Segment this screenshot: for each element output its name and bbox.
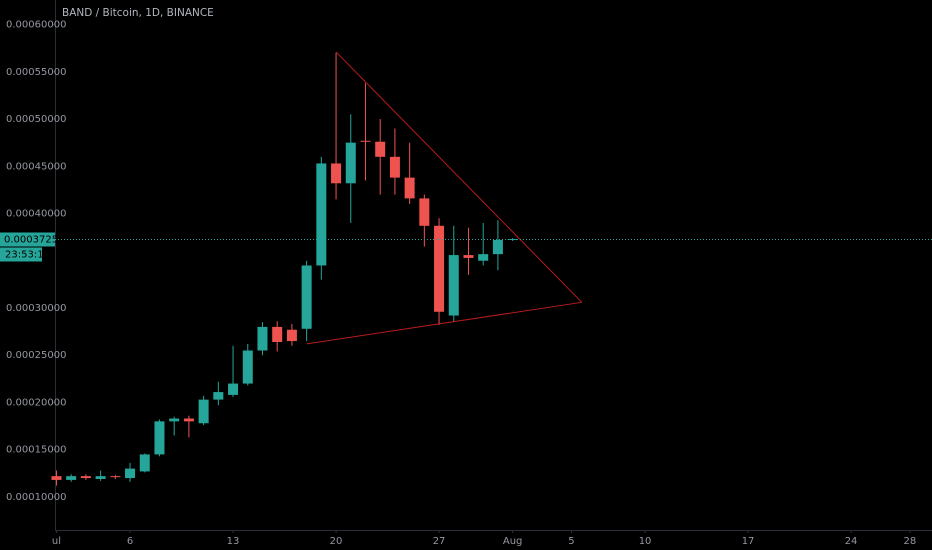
countdown: 23:53:10 bbox=[5, 249, 50, 260]
trendline bbox=[335, 51, 583, 303]
candle-body bbox=[228, 383, 239, 395]
y-tick-label: 0.00040000 bbox=[6, 209, 66, 220]
candle-body bbox=[389, 156, 400, 178]
x-tick-label: 28 bbox=[904, 536, 917, 547]
y-tick-label: 0.00025000 bbox=[6, 350, 66, 361]
x-tick-label: 5 bbox=[568, 536, 574, 547]
candle-body bbox=[183, 418, 194, 422]
candle-body bbox=[198, 399, 209, 424]
candle-body bbox=[434, 225, 445, 312]
y-tick-label: 0.00015000 bbox=[6, 445, 66, 456]
y-tick-label: 0.00045000 bbox=[6, 161, 66, 172]
candle-body bbox=[492, 239, 503, 255]
candle-body bbox=[316, 163, 327, 266]
candle-body bbox=[95, 476, 106, 479]
x-tick-label: 17 bbox=[742, 536, 755, 547]
candle-body bbox=[345, 142, 356, 184]
candle-body bbox=[463, 255, 474, 258]
candle-body bbox=[257, 326, 268, 351]
candle-body bbox=[404, 177, 415, 199]
candle-body bbox=[419, 198, 430, 226]
y-tick-label: 0.00050000 bbox=[6, 114, 66, 125]
candle-body bbox=[286, 329, 297, 342]
candle-body bbox=[507, 239, 518, 241]
candle-body bbox=[360, 140, 371, 142]
candle-body bbox=[139, 454, 150, 472]
x-tick-label: Aug bbox=[503, 536, 523, 547]
candle-body bbox=[331, 163, 342, 184]
candle-body bbox=[154, 421, 165, 455]
chart-title: BAND / Bitcoin, 1D, BINANCE bbox=[62, 7, 214, 19]
x-tick-label: 24 bbox=[845, 536, 858, 547]
y-tick-label: 0.00060000 bbox=[6, 20, 66, 31]
y-tick-label: 0.00020000 bbox=[6, 397, 66, 408]
candle-body bbox=[51, 476, 62, 480]
y-tick-label: 0.00030000 bbox=[6, 303, 66, 314]
y-tick-label: 0.00010000 bbox=[6, 492, 66, 503]
countdown-box bbox=[0, 247, 42, 262]
candle-body bbox=[110, 476, 121, 478]
y-tick-label: 0.00055000 bbox=[6, 67, 66, 78]
candle-body bbox=[125, 468, 136, 479]
candle-body bbox=[448, 255, 459, 316]
x-tick-label: 27 bbox=[433, 536, 446, 547]
candle-body bbox=[375, 141, 386, 157]
price-label-box bbox=[0, 232, 55, 247]
candle-body bbox=[478, 254, 489, 261]
x-tick-label: ul bbox=[52, 536, 61, 547]
x-tick-label: 6 bbox=[127, 536, 133, 547]
trendline bbox=[306, 301, 582, 345]
candle-body bbox=[242, 350, 253, 384]
x-tick-label: 20 bbox=[330, 536, 343, 547]
candle-body bbox=[66, 476, 77, 480]
candle-body bbox=[169, 418, 180, 422]
x-tick-label: 10 bbox=[639, 536, 652, 547]
price-label: 0.00037250 bbox=[4, 234, 64, 245]
x-tick-label: 13 bbox=[227, 536, 240, 547]
candle-body bbox=[80, 476, 91, 479]
candle-body bbox=[272, 326, 283, 342]
candle-body bbox=[301, 265, 312, 329]
candle-body bbox=[213, 392, 224, 400]
